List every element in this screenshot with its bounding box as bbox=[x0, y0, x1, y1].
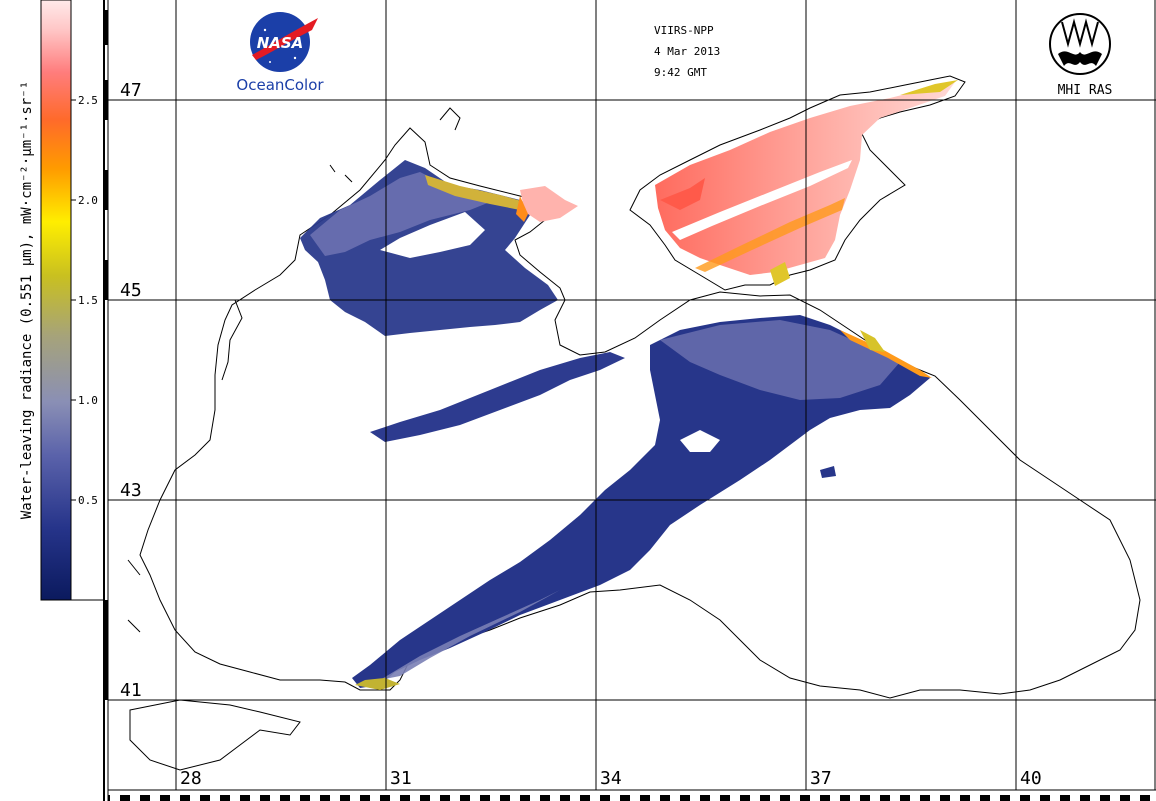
longitude-labels: 28 31 34 37 40 bbox=[180, 768, 1042, 789]
colorbar: 0.5 1.0 1.5 2.0 2.5 Water-leaving radiance (… bbox=[19, 0, 104, 601]
oceancolor-caption: OceanColor bbox=[236, 76, 324, 94]
colorbar-tick-label: 1.0 bbox=[78, 394, 98, 407]
sensor-label: VIIRS-NPP bbox=[654, 24, 714, 37]
lon-label: 31 bbox=[390, 768, 412, 789]
header-info: VIIRS-NPP 4 Mar 2013 9:42 GMT bbox=[654, 24, 720, 79]
colorbar-label: Water-leaving radiance (0.551 μm), mW·cm… bbox=[19, 81, 35, 519]
nasa-oceancolor-logo: NASA OceanColor bbox=[236, 12, 324, 94]
lat-label: 47 bbox=[120, 80, 142, 101]
time-label: 9:42 GMT bbox=[654, 66, 707, 79]
lat-label: 41 bbox=[120, 680, 142, 701]
date-label: 4 Mar 2013 bbox=[654, 45, 720, 58]
lon-label: 34 bbox=[600, 768, 622, 789]
lon-label: 37 bbox=[810, 768, 832, 789]
nasa-wordmark: NASA bbox=[257, 34, 304, 52]
radiance-overlay bbox=[300, 80, 958, 690]
lon-label: 40 bbox=[1020, 768, 1042, 789]
colorbar-tick-label: 0.5 bbox=[78, 494, 98, 507]
lon-label: 28 bbox=[180, 768, 202, 789]
coastal-lakes bbox=[127, 107, 461, 771]
bottom-ruler bbox=[108, 795, 1156, 801]
colorbar-gradient bbox=[40, 0, 72, 601]
left-ruler bbox=[104, 10, 108, 700]
colorbar-tick-label: 1.5 bbox=[78, 294, 98, 307]
coastline bbox=[139, 75, 1141, 699]
graticule bbox=[108, 0, 1156, 791]
lat-label: 45 bbox=[120, 280, 142, 301]
colorbar-tick-label: 2.0 bbox=[78, 194, 98, 207]
lat-label: 43 bbox=[120, 480, 142, 501]
mhi-ras-logo: MHI RAS bbox=[1049, 13, 1113, 98]
latitude-labels: 47 45 43 41 bbox=[120, 80, 142, 701]
colorbar-tick-label: 2.5 bbox=[78, 94, 98, 107]
colorbar-ticks: 0.5 1.0 1.5 2.0 2.5 bbox=[71, 94, 98, 507]
mhi-ras-caption: MHI RAS bbox=[1058, 83, 1113, 98]
